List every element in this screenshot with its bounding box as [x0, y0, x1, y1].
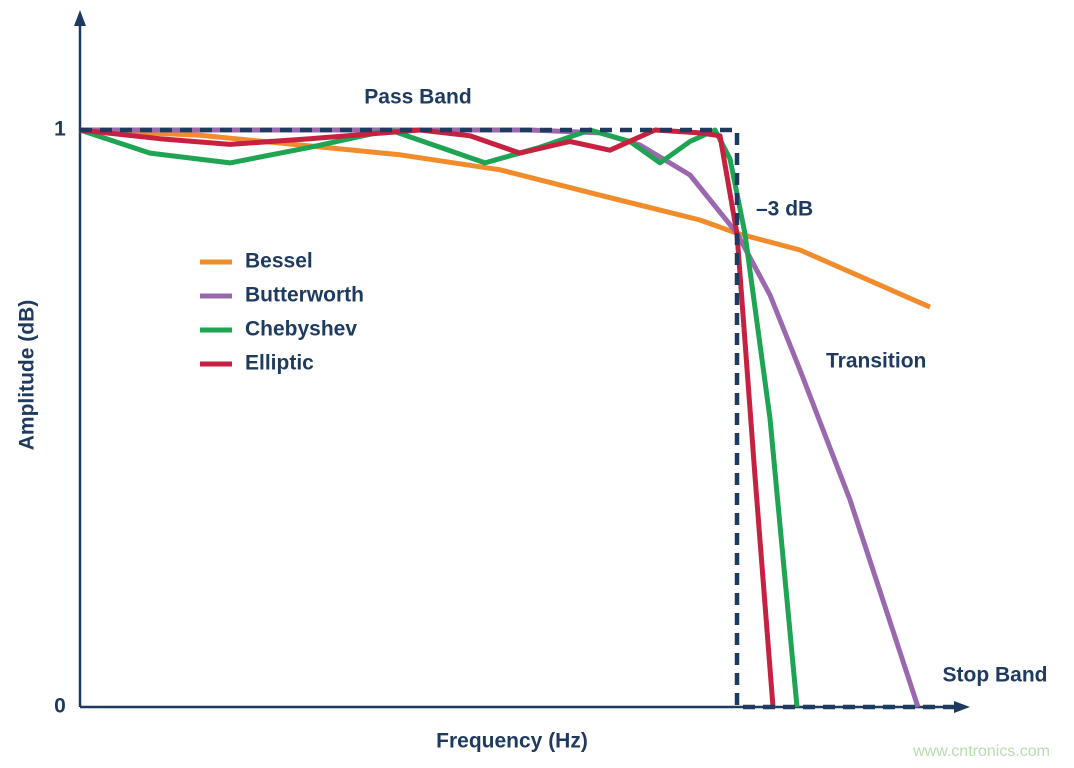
y-tick-label: 0 [54, 695, 66, 718]
annotation: Pass Band [364, 86, 471, 109]
legend-label: Chebyshev [245, 318, 357, 341]
annotation: –3 dB [756, 198, 813, 221]
y-tick-label: 1 [54, 118, 66, 141]
series-line [79, 127, 932, 310]
annotation: Stop Band [943, 664, 1048, 687]
x-axis-label: Frequency (Hz) [436, 730, 588, 753]
watermark: www.cntronics.com [912, 743, 1050, 760]
legend-label: Elliptic [245, 352, 314, 375]
annotation: Transition [826, 350, 926, 373]
series-line [79, 127, 776, 708]
y-axis-label: Amplitude (dB) [16, 300, 39, 450]
y-axis-arrow [74, 10, 86, 26]
ideal-response [80, 127, 955, 710]
legend-label: Bessel [245, 250, 313, 273]
legend-label: Butterworth [245, 284, 364, 307]
x-axis-arrow [954, 701, 970, 713]
